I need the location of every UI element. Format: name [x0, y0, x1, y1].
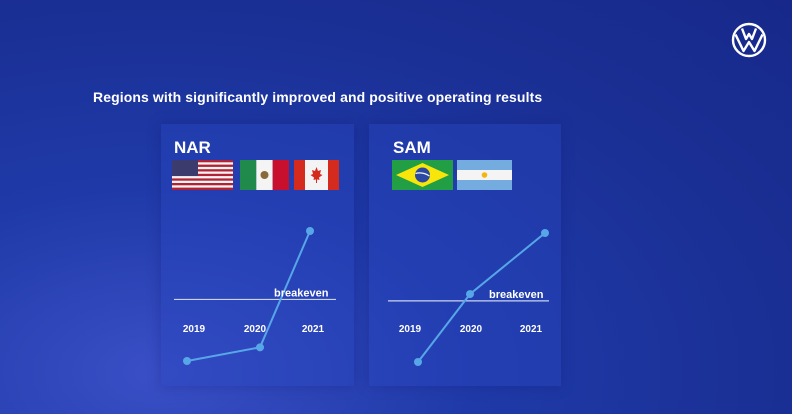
headline: Regions with significantly improved and … [93, 89, 543, 105]
nar-point-2020 [256, 343, 264, 352]
nar-chart: 2019 2020 2021 breakeven [174, 227, 336, 365]
sam-tick-2019: 2019 [399, 324, 422, 335]
sam-point-2019 [414, 358, 422, 366]
brazil-flag-icon [392, 160, 453, 190]
sam-chart: 2019 2020 2021 breakeven [388, 229, 549, 366]
vw-logo-icon [731, 22, 767, 58]
sam-title: SAM [393, 138, 431, 157]
mexico-flag-icon [240, 160, 289, 190]
sam-point-2021 [541, 229, 549, 237]
us-flag-icon [172, 160, 233, 190]
sam-tick-2020: 2020 [460, 324, 483, 335]
canada-flag-icon [294, 160, 339, 190]
argentina-flag-icon [457, 160, 512, 190]
nar-title: NAR [174, 138, 211, 157]
nar-breakeven-label: breakeven [274, 287, 329, 299]
sam-tick-2021: 2021 [520, 324, 543, 335]
nar-point-2019 [183, 357, 191, 365]
sam-breakeven-label: breakeven [489, 289, 544, 301]
nar-tick-2020: 2020 [244, 324, 267, 335]
nar-point-2021 [306, 227, 314, 235]
sam-point-2020 [466, 290, 474, 299]
nar-tick-2019: 2019 [183, 324, 206, 335]
nar-tick-2021: 2021 [302, 324, 325, 335]
